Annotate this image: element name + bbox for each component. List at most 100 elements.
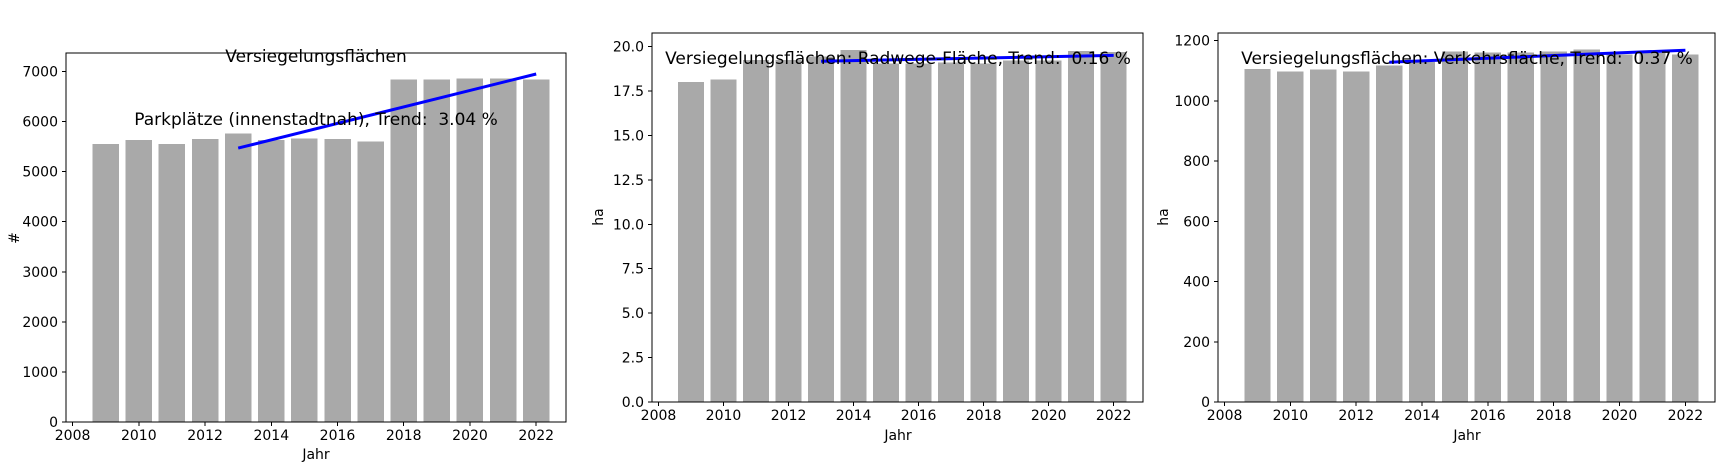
chart3-ylabel: ha <box>1156 208 1172 226</box>
y-tick-label: 7.5 <box>622 262 644 278</box>
bar-2017 <box>357 141 384 422</box>
y-tick-label: 5000 <box>22 165 58 181</box>
x-tick-label: 2016 <box>320 428 356 444</box>
chart3-title-line1: Versiegelungsflächen: Verkehrsfläche, Tr… <box>1241 49 1693 69</box>
x-tick-label: 2020 <box>1602 408 1638 424</box>
y-tick-label: 15.0 <box>613 128 644 144</box>
plot-border <box>651 32 1144 403</box>
trend-line <box>237 72 537 150</box>
chart2-title: Versiegelungsflächen: Radwege-Fläche, Tr… <box>665 7 1131 112</box>
bar-2021 <box>489 78 517 422</box>
bar-2021 <box>1068 51 1095 402</box>
x-tick-label: 2022 <box>1668 408 1704 424</box>
trend-line <box>1389 48 1686 64</box>
bar-2012 <box>775 59 802 403</box>
y-tick-label: 2.5 <box>622 351 644 367</box>
bar-2018 <box>970 63 997 403</box>
bar-2010 <box>125 140 153 422</box>
bar-2009 <box>678 82 704 402</box>
trend-line <box>821 53 1114 63</box>
plot-border <box>1217 32 1716 403</box>
bar-2011 <box>158 144 186 422</box>
chart2-title-line1: Versiegelungsflächen: Radwege-Fläche, Tr… <box>665 49 1131 69</box>
y-tick-label: 17.5 <box>613 84 644 100</box>
bar-2010 <box>710 79 737 403</box>
x-tick-label: 2014 <box>836 408 872 424</box>
chart1-xlabel: Jahr <box>302 447 330 463</box>
y-tick-label: 800 <box>1183 154 1210 170</box>
bar-2013 <box>808 56 835 403</box>
bar-2022 <box>523 79 550 422</box>
x-tick-label: 2018 <box>966 408 1002 424</box>
bar-2014 <box>258 140 285 422</box>
bar-2019 <box>1003 60 1030 402</box>
bar-2020 <box>1035 60 1062 402</box>
bar-2012 <box>1343 71 1370 403</box>
x-tick-label: 2012 <box>1338 408 1374 424</box>
x-tick-label: 2016 <box>901 408 937 424</box>
x-tick-label: 2020 <box>1031 408 1067 424</box>
bar-2020 <box>1606 54 1633 402</box>
bar-2018 <box>1540 51 1567 403</box>
x-tick-label: 2008 <box>1207 408 1243 424</box>
bar-2019 <box>1573 49 1600 402</box>
y-tick-label: 400 <box>1183 275 1210 291</box>
y-tick-label: 12.5 <box>613 173 644 189</box>
x-tick-label: 2010 <box>706 408 742 424</box>
y-tick-label: 1000 <box>1174 94 1210 110</box>
bar-2018 <box>390 79 417 422</box>
chart1-title-line1: Versiegelungsflächen <box>225 47 407 67</box>
y-tick-label: 0 <box>1201 395 1210 411</box>
y-tick-label: 0 <box>49 415 58 431</box>
x-tick-label: 2022 <box>1096 408 1132 424</box>
bar-2014 <box>1408 62 1436 402</box>
bar-2009 <box>1244 68 1271 403</box>
bar-2017 <box>938 62 965 402</box>
bar-2011 <box>1310 69 1337 402</box>
y-tick-label: 1000 <box>22 365 58 381</box>
x-tick-label: 2008 <box>55 428 91 444</box>
x-tick-label: 2016 <box>1470 408 1506 424</box>
bar-2013 <box>1376 65 1403 402</box>
bar-2020 <box>456 78 484 422</box>
x-tick-label: 2010 <box>1273 408 1309 424</box>
bar-2021 <box>1639 53 1666 402</box>
chart1-title: Versiegelungsflächen Parkplätze (innenst… <box>134 5 498 173</box>
chart3-xlabel: Jahr <box>1453 428 1481 444</box>
x-tick-label: 2012 <box>771 408 807 424</box>
bar-2015 <box>291 138 318 422</box>
chart1-title-line2: Parkplätze (innenstadtnah), Trend: 3.04 … <box>134 110 498 130</box>
x-tick-label: 2018 <box>386 428 422 444</box>
y-tick-label: 6000 <box>22 115 58 131</box>
y-tick-label: 600 <box>1183 214 1210 230</box>
bar-2016 <box>1474 52 1501 402</box>
bar-2010 <box>1277 71 1304 403</box>
y-tick-label: 4000 <box>22 215 58 231</box>
x-tick-label: 2014 <box>253 428 289 444</box>
plot-border <box>65 52 567 423</box>
bar-2017 <box>1507 52 1534 402</box>
bar-2015 <box>873 63 900 403</box>
bar-2013 <box>224 133 252 422</box>
bar-2011 <box>743 59 769 403</box>
chart2-xlabel: Jahr <box>884 428 912 444</box>
y-tick-label: 10.0 <box>613 217 644 233</box>
chart2-ylabel: ha <box>591 208 607 226</box>
x-tick-label: 2010 <box>121 428 157 444</box>
bar-2019 <box>423 79 451 422</box>
chart3-title: Versiegelungsflächen: Verkehrsfläche, Tr… <box>1241 7 1693 112</box>
bar-2016 <box>324 139 351 422</box>
bar-2016 <box>905 63 932 403</box>
bar-2022 <box>1100 51 1127 403</box>
bar-2012 <box>191 139 219 422</box>
x-tick-label: 2014 <box>1404 408 1440 424</box>
bar-2009 <box>92 144 119 422</box>
y-tick-label: 1200 <box>1174 34 1210 50</box>
bar-2014 <box>840 50 867 402</box>
chart1-ylabel: # <box>7 232 23 244</box>
y-tick-label: 20.0 <box>613 40 644 56</box>
y-tick-label: 2000 <box>22 315 58 331</box>
